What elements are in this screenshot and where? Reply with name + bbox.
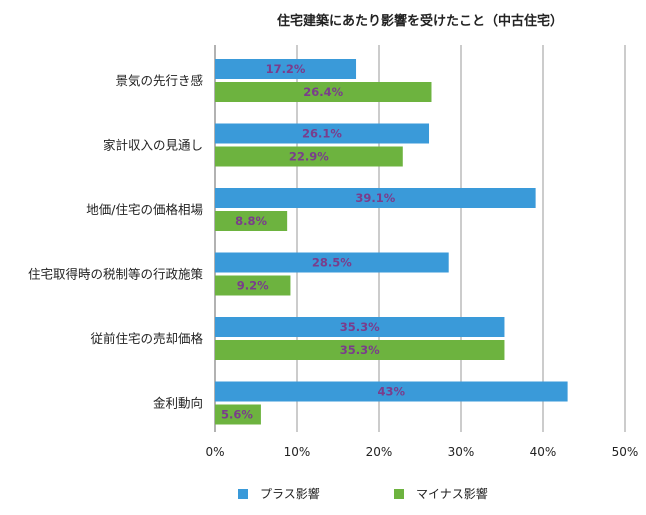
data-label: 5.6% <box>221 408 253 422</box>
category-label: 住宅取得時の税制等の行政施策 <box>28 267 204 282</box>
bar-plus <box>215 59 357 79</box>
bar-minus <box>215 211 288 231</box>
x-tick-label: 40% <box>530 445 557 459</box>
data-label: 28.5% <box>312 256 352 270</box>
data-label: 22.9% <box>289 150 329 164</box>
data-label: 35.3% <box>340 343 380 357</box>
data-label: 17.2% <box>266 62 306 76</box>
data-label: 26.4% <box>303 85 343 99</box>
bar-minus <box>215 404 261 425</box>
legend: プラス影響 マイナス影響 <box>238 486 488 501</box>
data-label: 43% <box>378 385 406 399</box>
category-label: 家計収入の見通し <box>103 138 203 153</box>
bar-plus <box>215 252 449 273</box>
data-label: 26.1% <box>302 127 342 141</box>
chart-title: 住宅建築にあたり影響を受けたこと（中古住宅） <box>277 13 563 29</box>
category-label: 地価/住宅の価格相場 <box>86 202 203 217</box>
bar-plus <box>215 317 505 337</box>
bar-minus <box>215 146 403 167</box>
x-axis-ticks: 0% 10% 20% 30% 40% 50% <box>205 445 638 459</box>
x-tick-label: 20% <box>366 445 393 459</box>
data-label: 35.3% <box>340 320 380 334</box>
data-label: 8.8% <box>235 214 267 228</box>
category-label: 従前住宅の売却価格 <box>90 331 203 346</box>
bar-plus <box>215 381 568 402</box>
data-label: 39.1% <box>355 191 395 205</box>
bar-plus <box>215 123 430 144</box>
bar-minus <box>215 82 432 102</box>
legend-swatch <box>238 489 248 499</box>
category-label: 金利動向 <box>153 396 203 411</box>
grid <box>214 45 626 432</box>
data-label: 9.2% <box>237 279 269 293</box>
x-tick-label: 30% <box>448 445 475 459</box>
legend-label: プラス影響 <box>260 486 320 501</box>
bar-plus <box>215 188 536 208</box>
category-labels: 景気の先行き感家計収入の見通し地価/住宅の価格相場住宅取得時の税制等の行政施策従… <box>28 73 204 411</box>
legend-label: マイナス影響 <box>416 486 488 501</box>
bar-minus <box>215 340 505 360</box>
x-tick-label: 50% <box>612 445 639 459</box>
x-tick-label: 0% <box>205 445 224 459</box>
x-tick-label: 10% <box>284 445 311 459</box>
bars: 17.2% 26.4% 26.1% 22.9% 39.1% 8.8% 28.5% 9.2% 35… <box>215 59 568 425</box>
legend-swatch <box>394 489 404 499</box>
bar-minus <box>215 275 291 296</box>
category-label: 景気の先行き感 <box>115 73 203 88</box>
